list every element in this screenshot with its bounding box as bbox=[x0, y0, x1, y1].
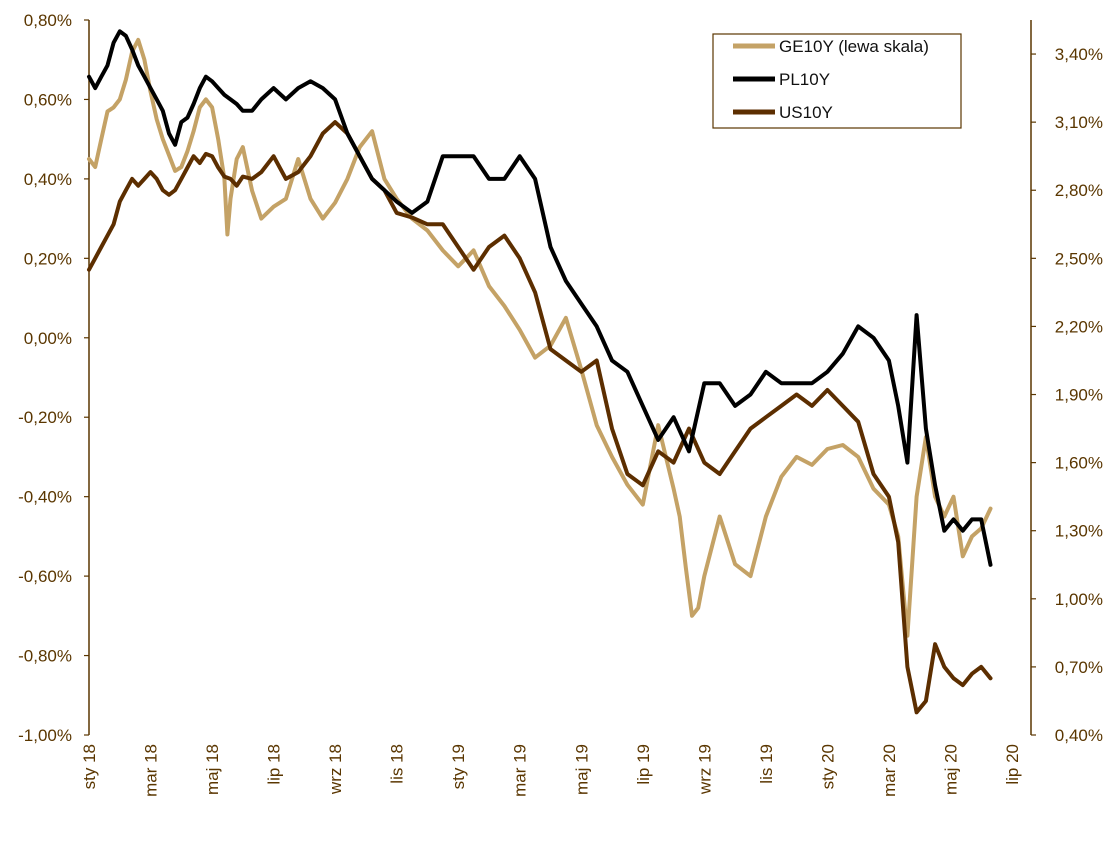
right-tick-label: 1,60% bbox=[1055, 454, 1103, 473]
x-tick-label: sty 20 bbox=[818, 744, 837, 789]
legend-label-pl10y: PL10Y bbox=[779, 70, 830, 89]
right-tick-label: 0,40% bbox=[1055, 726, 1103, 745]
x-tick-label: mar 20 bbox=[880, 744, 899, 797]
left-tick-label: -0,40% bbox=[18, 488, 72, 507]
right-y-axis-ticks: 3,40% 3,10% 2,80% 2,50% 2,20% 1,90% 1,60% 1,30%… bbox=[1031, 45, 1103, 745]
series-line-ge10y bbox=[87, 37, 993, 638]
right-tick-label: 3,40% bbox=[1055, 45, 1103, 64]
x-tick-label: maj 20 bbox=[941, 744, 960, 795]
right-tick-label: 1,30% bbox=[1055, 522, 1103, 541]
x-tick-label: maj 19 bbox=[572, 744, 591, 795]
right-tick-label: 0,70% bbox=[1055, 658, 1103, 677]
x-tick-label: wrz 18 bbox=[326, 744, 345, 795]
series-line-us10y bbox=[87, 120, 993, 715]
right-tick-label: 1,90% bbox=[1055, 386, 1103, 405]
left-tick-label: 0,80% bbox=[24, 11, 72, 30]
left-tick-label: -1,00% bbox=[18, 726, 72, 745]
x-tick-label: lip 18 bbox=[265, 744, 284, 785]
left-tick-label: 0,40% bbox=[24, 170, 72, 189]
x-tick-label: mar 19 bbox=[511, 744, 530, 797]
x-tick-label: sty 18 bbox=[80, 744, 99, 789]
right-tick-label: 1,00% bbox=[1055, 590, 1103, 609]
left-tick-label: -0,80% bbox=[18, 647, 72, 666]
left-tick-label: 0,20% bbox=[24, 249, 72, 268]
x-tick-label: lis 18 bbox=[388, 744, 407, 784]
right-tick-label: 2,20% bbox=[1055, 317, 1103, 336]
right-tick-label: 2,50% bbox=[1055, 249, 1103, 268]
left-y-axis-ticks: 0,80% 0,60% 0,40% 0,20% 0,00% -0,20% -0,40% -0,… bbox=[18, 11, 89, 745]
legend-label-ge10y: GE10Y (lewa skala) bbox=[779, 37, 929, 56]
x-tick-label: mar 18 bbox=[142, 744, 161, 797]
left-tick-label: -0,60% bbox=[18, 567, 72, 586]
series-layer bbox=[87, 29, 993, 715]
x-tick-label: sty 19 bbox=[449, 744, 468, 789]
x-tick-label: maj 18 bbox=[203, 744, 222, 795]
left-tick-label: 0,60% bbox=[24, 90, 72, 109]
left-tick-label: -0,20% bbox=[18, 408, 72, 427]
x-tick-label: lis 19 bbox=[757, 744, 776, 784]
legend-label-us10y: US10Y bbox=[779, 103, 833, 122]
x-tick-label: lip 19 bbox=[634, 744, 653, 785]
right-tick-label: 3,10% bbox=[1055, 113, 1103, 132]
right-tick-label: 2,80% bbox=[1055, 181, 1103, 200]
left-tick-label: 0,00% bbox=[24, 329, 72, 348]
series-line-pl10y bbox=[87, 29, 993, 567]
x-tick-label: wrz 19 bbox=[695, 744, 714, 795]
legend: GE10Y (lewa skala) PL10Y US10Y bbox=[712, 33, 962, 129]
x-axis-ticks: sty 18 mar 18 maj 18 lip 18 wrz 18 lis 18 sty … bbox=[80, 744, 1022, 797]
x-tick-label: lip 20 bbox=[1003, 744, 1022, 785]
